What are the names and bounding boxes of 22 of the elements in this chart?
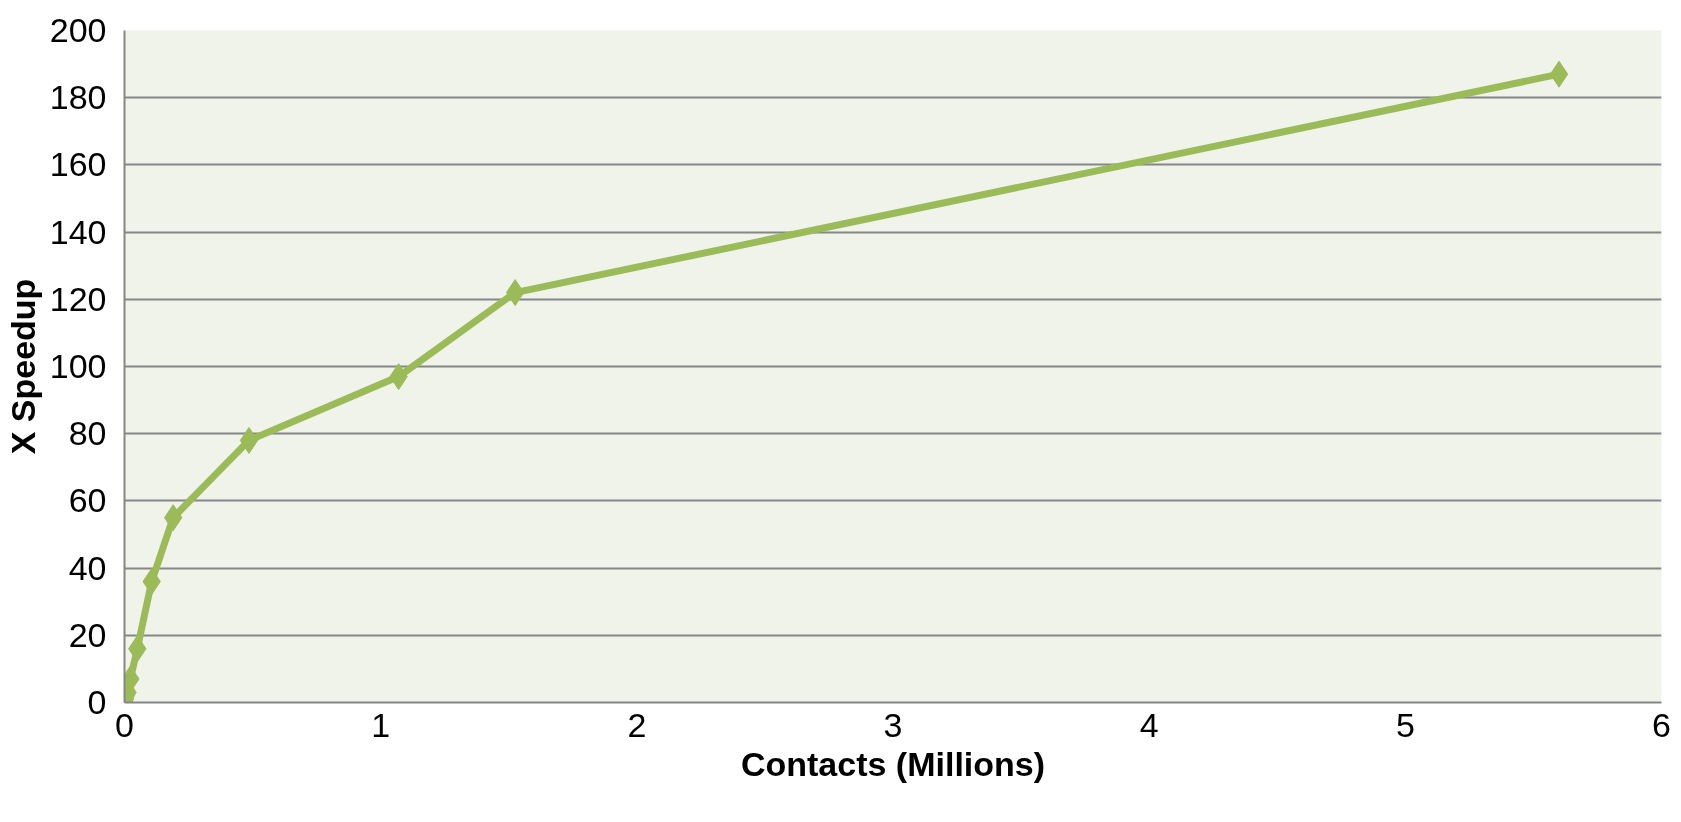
- x-tick-label: 4: [1139, 705, 1159, 744]
- y-tick-label: 20: [68, 615, 107, 654]
- x-tick-label: 3: [883, 705, 903, 744]
- y-tick-label: 80: [68, 414, 107, 453]
- y-tick-label: 200: [49, 11, 107, 49]
- y-tick-label: 180: [49, 78, 107, 117]
- y-tick-label: 140: [49, 212, 107, 251]
- y-tick-label: 160: [49, 145, 107, 184]
- y-axis-title: X Speedup: [3, 278, 42, 455]
- x-tick-label: 1: [371, 705, 391, 744]
- y-tick-label: 40: [68, 548, 107, 587]
- x-tick-label: 5: [1395, 705, 1415, 744]
- point: [239, 426, 259, 454]
- point: [505, 279, 525, 307]
- x-tick-label: 2: [627, 705, 647, 744]
- x-tick-label: 0: [115, 705, 134, 744]
- x-axis-title: Contacts (Millions): [740, 744, 1046, 783]
- y-tick-label: 120: [49, 279, 107, 318]
- x-tick-label: 6: [1652, 705, 1671, 744]
- point: [1549, 60, 1569, 88]
- y-tick-label: 60: [68, 481, 107, 520]
- y-tick-label: 100: [49, 347, 107, 385]
